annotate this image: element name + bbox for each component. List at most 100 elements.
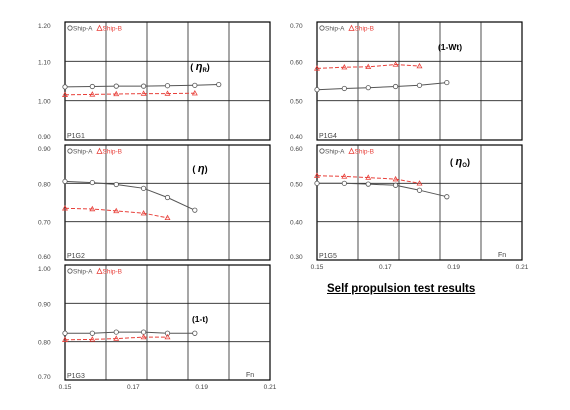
legend-marker-ship-a: [67, 148, 73, 154]
data-point-ship-b: [314, 172, 320, 178]
x-tick-label: 0.19: [195, 384, 208, 391]
series-line-ship-b: [64, 336, 168, 341]
data-point-ship-a: [113, 181, 119, 188]
y-tick-label: 0.70: [290, 23, 303, 30]
y-tick-label: 1.00: [38, 266, 51, 273]
series-line-ship-a: [65, 331, 195, 334]
legend-label-ship-b: Ship-B: [103, 149, 123, 156]
chart-title: (1-Wt): [438, 42, 462, 52]
legend: Ship-A Ship-B: [67, 24, 123, 33]
data-point-ship-a: [392, 182, 399, 188]
legend-label-ship-b: Ship-B: [103, 26, 123, 33]
panel-label: P1G1: [67, 133, 85, 140]
panel-label: P1G5: [319, 253, 337, 260]
data-point-ship-b: [164, 214, 171, 221]
chart-title: (1-t): [192, 314, 208, 324]
data-point-ship-b: [365, 63, 372, 70]
data-point-ship-a: [164, 83, 171, 89]
eta-symbol: η: [196, 61, 203, 73]
data-point-ship-a: [416, 82, 423, 88]
subscript: R: [202, 68, 207, 74]
data-point-ship-a: [62, 330, 68, 336]
data-point-ship-b: [392, 61, 399, 67]
panel-frame: [64, 144, 271, 261]
panel-label: P1G3: [67, 373, 85, 380]
data-point-ship-b: [341, 173, 348, 179]
data-point-ship-a: [140, 83, 147, 89]
data-point-ship-b: [89, 205, 96, 212]
data-point-ship-a: [192, 207, 198, 213]
legend-marker-ship-a: [67, 25, 73, 31]
data-point-ship-a: [89, 330, 95, 336]
legend-marker-ship-b: [96, 147, 103, 154]
data-point-ship-a: [314, 87, 320, 93]
legend-label-ship-a: Ship-A: [73, 269, 93, 276]
x-axis-unit: Fn: [498, 252, 506, 259]
panel-frame: [316, 21, 523, 141]
y-tick-label: 0.80: [38, 340, 51, 347]
y-tick-label: 0.90: [38, 301, 51, 308]
y-tick-label: 0.50: [290, 99, 303, 106]
series-line-ship-b: [316, 175, 420, 184]
data-point-ship-a: [62, 178, 68, 185]
title-close: ): [207, 62, 210, 72]
y-tick-label: 1.20: [38, 23, 51, 30]
legend: Ship-A Ship-B: [319, 24, 375, 33]
x-axis-unit: Fn: [246, 372, 254, 379]
chart-title: ( η): [192, 163, 207, 175]
panel-p1g5: 0.30 0.40 0.50 0.60 0.15 0.17 0.19 0.21 Fn Ship-A…: [290, 144, 529, 271]
x-tick-label: 0.17: [127, 384, 140, 391]
data-point-ship-b: [62, 205, 68, 211]
data-point-ship-a: [140, 329, 147, 335]
title-close: ): [467, 157, 470, 167]
y-tick-label: 0.40: [290, 220, 303, 227]
y-tick-label: 0.90: [38, 134, 51, 141]
data-point-ship-b: [392, 175, 399, 182]
data-point-ship-b: [113, 90, 120, 97]
data-point-ship-a: [216, 81, 222, 88]
panel-label: P1G2: [67, 253, 85, 260]
y-tick-label: 0.40: [290, 134, 303, 141]
legend: Ship-A Ship-B: [319, 147, 375, 156]
data-point-ship-b: [164, 333, 171, 340]
panel-label: P1G4: [319, 133, 337, 140]
y-tick-label: 0.30: [290, 254, 303, 261]
legend: Ship-A Ship-B: [67, 147, 123, 156]
legend-label-ship-b: Ship-B: [355, 26, 375, 33]
data-point-ship-a: [392, 83, 399, 90]
data-point-ship-a: [140, 185, 147, 191]
legend-marker-ship-a: [319, 25, 325, 31]
data-point-ship-b: [164, 90, 171, 96]
data-point-ship-a: [62, 84, 68, 90]
x-tick-label: 0.15: [311, 264, 324, 271]
data-point-ship-a: [113, 83, 119, 89]
data-point-ship-a: [444, 79, 450, 86]
panel-frame: [64, 264, 271, 381]
y-tick-label: 0.60: [290, 59, 303, 66]
data-point-ship-a: [192, 82, 198, 88]
data-point-ship-a: [89, 179, 95, 186]
data-point-ship-a: [314, 180, 320, 186]
x-tick-label: 0.21: [264, 384, 277, 391]
data-point-ship-a: [164, 194, 171, 201]
data-point-ship-b: [365, 174, 372, 180]
legend-label-ship-a: Ship-A: [325, 26, 345, 33]
data-point-ship-a: [113, 329, 119, 335]
panel-frame: [316, 144, 523, 261]
panel-p1g3: 0.70 0.80 0.90 1.00 0.15 0.17 0.19 0.21 Fn Ship-A…: [38, 264, 277, 391]
data-point-ship-b: [89, 91, 96, 97]
y-tick-label: 0.70: [38, 220, 51, 227]
legend-marker-ship-b: [348, 147, 355, 154]
legend-label-ship-a: Ship-A: [325, 149, 345, 156]
y-tick-label: 0.60: [290, 146, 303, 153]
series-line-ship-a: [64, 180, 196, 211]
data-point-ship-b: [89, 336, 96, 342]
legend-label-ship-b: Ship-B: [355, 149, 375, 156]
data-point-ship-b: [113, 335, 120, 341]
data-point-ship-a: [192, 330, 198, 336]
x-tick-label: 0.21: [516, 264, 529, 271]
x-tick-label: 0.19: [447, 264, 460, 271]
legend-label-ship-b: Ship-B: [103, 269, 123, 276]
